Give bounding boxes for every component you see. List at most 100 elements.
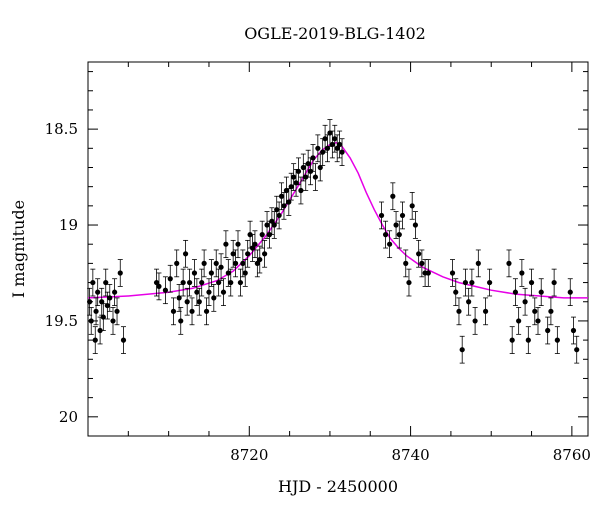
point-marker (269, 218, 275, 224)
point-marker (103, 279, 109, 286)
point-marker (295, 168, 302, 174)
point-marker (337, 141, 343, 148)
point-marker (174, 260, 180, 266)
point-marker (322, 136, 328, 142)
data-point (425, 259, 431, 287)
point-marker (274, 207, 280, 213)
point-marker (178, 318, 184, 324)
point-marker (327, 130, 333, 136)
point-marker (456, 308, 462, 314)
data-point (305, 149, 311, 178)
point-marker (416, 251, 422, 257)
point-marker (310, 155, 316, 161)
data-point (90, 268, 96, 297)
point-marker (286, 199, 292, 205)
point-marker (554, 337, 560, 343)
data-point (107, 284, 113, 312)
data-point (274, 195, 280, 224)
data-point (110, 307, 116, 335)
point-marker (425, 270, 431, 276)
point-marker (167, 276, 173, 282)
data-point (399, 201, 406, 230)
data-point (286, 188, 292, 216)
data-point (535, 307, 541, 335)
point-marker (570, 327, 577, 334)
data-point (378, 201, 385, 230)
data-point (156, 272, 162, 301)
point-marker (271, 222, 277, 228)
data-point (317, 153, 323, 182)
point-marker (228, 279, 234, 286)
data-point (315, 134, 321, 163)
point-marker (245, 251, 251, 257)
point-marker (232, 260, 239, 266)
data-point (554, 326, 560, 354)
point-marker (180, 279, 186, 286)
point-marker (257, 256, 263, 263)
data-point (310, 144, 316, 172)
point-marker (390, 193, 396, 199)
point-marker (298, 187, 304, 194)
point-marker (466, 299, 472, 305)
point-marker (329, 141, 335, 148)
data-point (176, 284, 182, 312)
data-point (419, 249, 425, 278)
data-point (475, 249, 481, 278)
data-point (482, 297, 489, 326)
point-marker (409, 203, 415, 209)
point-marker (249, 245, 256, 251)
data-point (276, 201, 282, 230)
point-marker (88, 318, 94, 324)
point-marker (230, 251, 236, 257)
data-point (117, 259, 123, 287)
point-marker (176, 295, 182, 301)
y-tick-label: 18.5 (45, 120, 78, 138)
data-point (216, 268, 222, 297)
point-marker (262, 251, 268, 257)
point-marker (99, 299, 105, 305)
point-marker (324, 145, 331, 151)
data-point (512, 278, 519, 306)
data-point (459, 335, 465, 364)
data-point (528, 268, 535, 297)
point-marker (199, 279, 205, 286)
data-point (201, 249, 207, 278)
data-point (288, 172, 294, 201)
point-marker (201, 260, 207, 266)
model-curve (87, 141, 588, 299)
point-marker (535, 318, 541, 324)
data-point (574, 335, 580, 364)
data-point (120, 326, 127, 354)
point-marker (393, 222, 399, 228)
point-marker (475, 260, 481, 266)
data-point (516, 307, 522, 335)
data-point (187, 268, 193, 297)
data-point (92, 326, 98, 354)
data-point (567, 278, 573, 306)
data-point (324, 134, 331, 163)
point-marker (240, 260, 246, 266)
data-point (469, 268, 475, 297)
point-marker (278, 193, 285, 199)
point-marker (525, 337, 531, 343)
point-marker (312, 174, 319, 180)
point-marker (528, 279, 535, 286)
point-marker (291, 174, 297, 180)
data-point (412, 211, 419, 239)
point-marker (259, 232, 265, 238)
data-point (334, 134, 340, 163)
data-point (570, 316, 577, 345)
y-tick-label: 20 (59, 408, 78, 426)
data-point (312, 163, 319, 191)
point-marker (382, 232, 389, 238)
data-point (525, 326, 531, 354)
data-point (259, 220, 265, 249)
point-marker (208, 270, 214, 276)
chart-title: OGLE-2019-BLG-1402 (244, 24, 426, 43)
point-marker (574, 347, 580, 353)
data-point (522, 287, 528, 316)
point-marker (242, 270, 248, 276)
point-marker (218, 264, 224, 270)
point-marker (112, 289, 118, 295)
data-point (103, 268, 109, 297)
